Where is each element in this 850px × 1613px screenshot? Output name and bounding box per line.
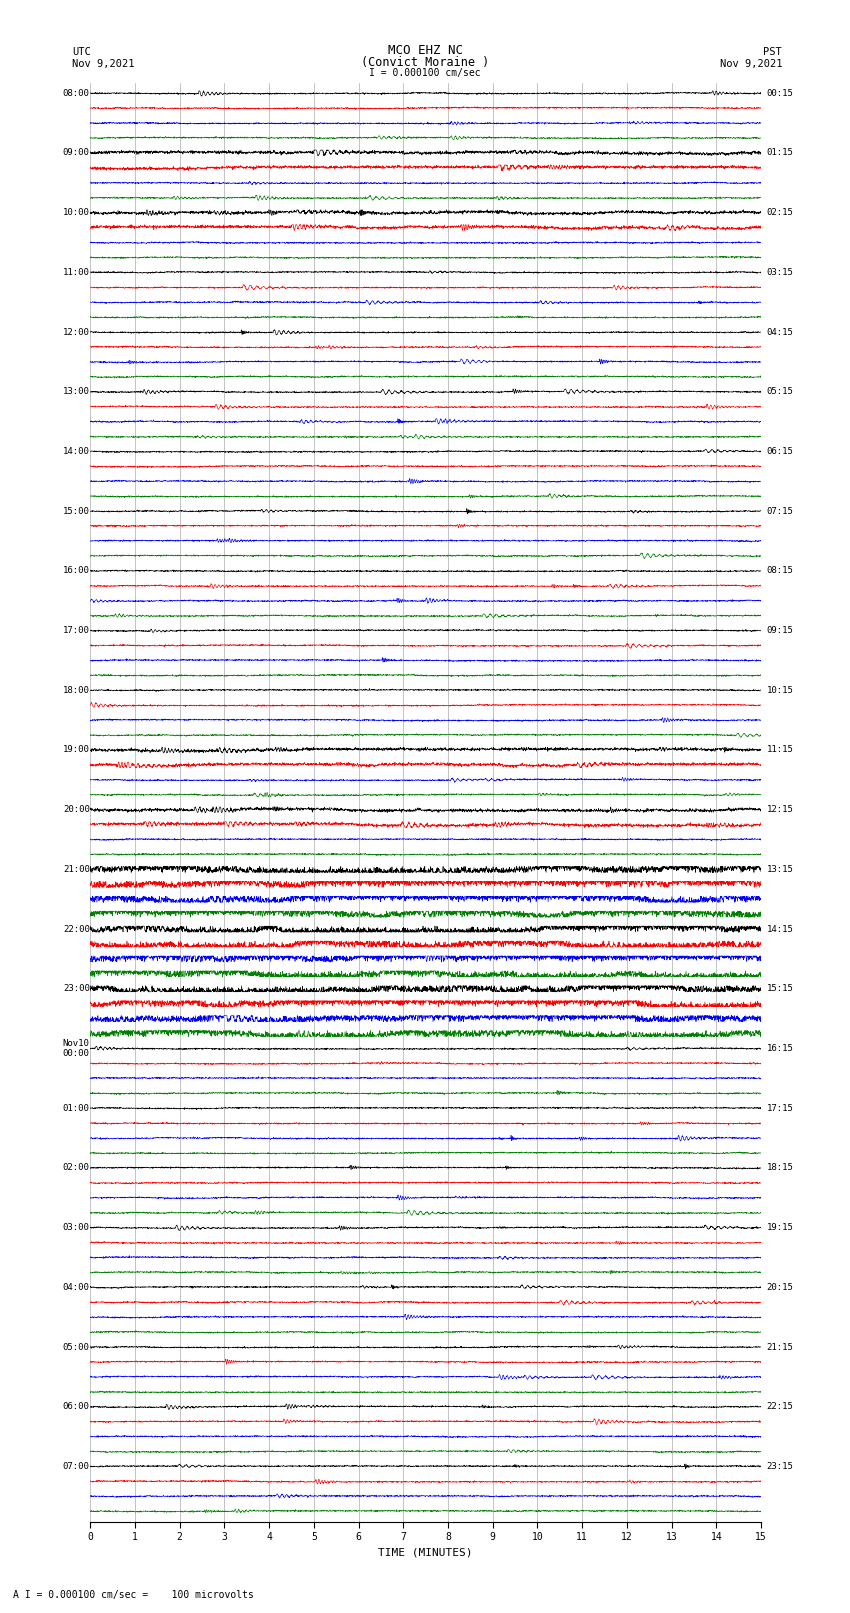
- Text: 13:00: 13:00: [63, 387, 90, 397]
- Text: 14:15: 14:15: [767, 924, 793, 934]
- Text: 08:15: 08:15: [767, 566, 793, 576]
- Text: 19:15: 19:15: [767, 1223, 793, 1232]
- Text: 02:00: 02:00: [63, 1163, 90, 1173]
- Text: 05:15: 05:15: [767, 387, 793, 397]
- Text: 06:15: 06:15: [767, 447, 793, 456]
- Text: 11:15: 11:15: [767, 745, 793, 755]
- Text: 16:00: 16:00: [63, 566, 90, 576]
- Text: Nov 9,2021: Nov 9,2021: [72, 58, 135, 69]
- Text: 13:15: 13:15: [767, 865, 793, 874]
- Text: A I = 0.000100 cm/sec =    100 microvolts: A I = 0.000100 cm/sec = 100 microvolts: [13, 1590, 253, 1600]
- Text: 07:00: 07:00: [63, 1461, 90, 1471]
- Text: 04:15: 04:15: [767, 327, 793, 337]
- Text: 17:15: 17:15: [767, 1103, 793, 1113]
- Text: 11:00: 11:00: [63, 268, 90, 277]
- Text: 10:00: 10:00: [63, 208, 90, 218]
- Text: 01:00: 01:00: [63, 1103, 90, 1113]
- Text: 17:00: 17:00: [63, 626, 90, 636]
- Text: UTC: UTC: [72, 47, 91, 58]
- Text: 07:15: 07:15: [767, 506, 793, 516]
- Text: 20:15: 20:15: [767, 1282, 793, 1292]
- Text: 22:15: 22:15: [767, 1402, 793, 1411]
- Text: 09:15: 09:15: [767, 626, 793, 636]
- Text: 21:15: 21:15: [767, 1342, 793, 1352]
- Text: 22:00: 22:00: [63, 924, 90, 934]
- Text: 02:15: 02:15: [767, 208, 793, 218]
- Text: 05:00: 05:00: [63, 1342, 90, 1352]
- X-axis label: TIME (MINUTES): TIME (MINUTES): [378, 1548, 473, 1558]
- Text: I = 0.000100 cm/sec: I = 0.000100 cm/sec: [369, 68, 481, 77]
- Text: 23:00: 23:00: [63, 984, 90, 994]
- Text: 21:00: 21:00: [63, 865, 90, 874]
- Text: 14:00: 14:00: [63, 447, 90, 456]
- Text: Nov10
00:00: Nov10 00:00: [63, 1039, 90, 1058]
- Text: 18:15: 18:15: [767, 1163, 793, 1173]
- Text: 03:00: 03:00: [63, 1223, 90, 1232]
- Text: Nov 9,2021: Nov 9,2021: [719, 58, 782, 69]
- Text: 15:00: 15:00: [63, 506, 90, 516]
- Text: 06:00: 06:00: [63, 1402, 90, 1411]
- Text: 16:15: 16:15: [767, 1044, 793, 1053]
- Text: 19:00: 19:00: [63, 745, 90, 755]
- Text: 03:15: 03:15: [767, 268, 793, 277]
- Text: 23:15: 23:15: [767, 1461, 793, 1471]
- Text: 10:15: 10:15: [767, 686, 793, 695]
- Text: 12:00: 12:00: [63, 327, 90, 337]
- Text: PST: PST: [763, 47, 782, 58]
- Text: MCO EHZ NC: MCO EHZ NC: [388, 44, 462, 58]
- Text: 00:15: 00:15: [767, 89, 793, 98]
- Text: 20:00: 20:00: [63, 805, 90, 815]
- Text: 09:00: 09:00: [63, 148, 90, 158]
- Text: 04:00: 04:00: [63, 1282, 90, 1292]
- Text: 01:15: 01:15: [767, 148, 793, 158]
- Text: (Convict Moraine ): (Convict Moraine ): [361, 55, 489, 69]
- Text: 18:00: 18:00: [63, 686, 90, 695]
- Text: 12:15: 12:15: [767, 805, 793, 815]
- Text: 08:00: 08:00: [63, 89, 90, 98]
- Text: 15:15: 15:15: [767, 984, 793, 994]
